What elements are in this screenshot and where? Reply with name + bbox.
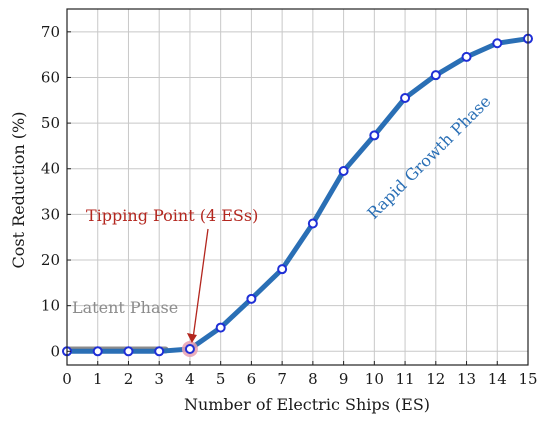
y-tick-label-0: 0 <box>50 342 60 360</box>
y-tick-label-50: 50 <box>41 114 60 132</box>
data-points <box>62 33 533 358</box>
tipping-arrow-head <box>186 333 197 344</box>
y-tick-label-10: 10 <box>41 297 60 315</box>
data-point-12 <box>430 70 441 81</box>
x-axis-label: Number of Electric Ships (ES) <box>184 395 430 414</box>
plot-frame <box>66 8 529 366</box>
data-point-8 <box>307 218 318 229</box>
x-tick-label-15: 15 <box>518 370 537 388</box>
x-tick-label-14: 14 <box>488 370 507 388</box>
data-point-11 <box>400 93 411 103</box>
y-tick-label-40: 40 <box>41 160 60 178</box>
x-tick-label-5: 5 <box>216 370 226 388</box>
y-axis-label: Cost Reduction (%) <box>9 112 28 269</box>
plot-border <box>66 8 529 366</box>
x-tick-label-2: 2 <box>124 370 134 388</box>
x-tick-label-0: 0 <box>62 370 72 388</box>
data-point-7 <box>277 264 288 275</box>
series-line <box>64 36 531 354</box>
x-tick-label-1: 1 <box>93 370 103 388</box>
data-point-10 <box>369 130 380 141</box>
data-point-5 <box>215 322 226 333</box>
data-point-3 <box>154 346 165 357</box>
data-point-6 <box>246 293 257 304</box>
data-point-14 <box>492 38 503 49</box>
x-tick-label-11: 11 <box>396 370 415 388</box>
rapid-growth-phase-label: Rapid Growth Phase <box>363 92 494 223</box>
data-point-2 <box>123 346 134 357</box>
series-line-path <box>64 36 531 354</box>
latent-phase-label: Latent Phase <box>72 298 178 317</box>
y-tick-label-70: 70 <box>41 23 60 41</box>
x-tick-label-3: 3 <box>154 370 164 388</box>
data-point-9 <box>338 166 349 177</box>
x-tick-labels: 0 1 2 3 4 5 6 7 8 9 10 11 12 13 14 15 <box>62 361 538 388</box>
grid-lines <box>66 9 529 365</box>
x-tick-label-8: 8 <box>308 370 318 388</box>
y-tick-labels: 0 10 20 30 40 50 60 70 <box>41 23 71 360</box>
x-tick-label-13: 13 <box>457 370 476 388</box>
x-tick-label-12: 12 <box>426 370 445 388</box>
tipping-point-label: Tipping Point (4 ESs) <box>86 206 258 225</box>
x-tick-label-10: 10 <box>365 370 384 388</box>
x-tick-label-7: 7 <box>277 370 287 388</box>
x-tick-label-9: 9 <box>339 370 349 388</box>
data-point-1 <box>92 346 103 357</box>
y-tick-label-30: 30 <box>41 205 60 223</box>
y-tick-label-60: 60 <box>41 68 60 86</box>
tipping-point-arrow <box>186 228 209 344</box>
x-tick-label-4: 4 <box>185 370 195 388</box>
y-tick-label-20: 20 <box>41 251 60 269</box>
data-point-4 <box>184 344 195 355</box>
tipping-arrow-shaft <box>192 228 209 340</box>
data-point-13 <box>461 51 472 62</box>
x-tick-label-6: 6 <box>247 370 257 388</box>
